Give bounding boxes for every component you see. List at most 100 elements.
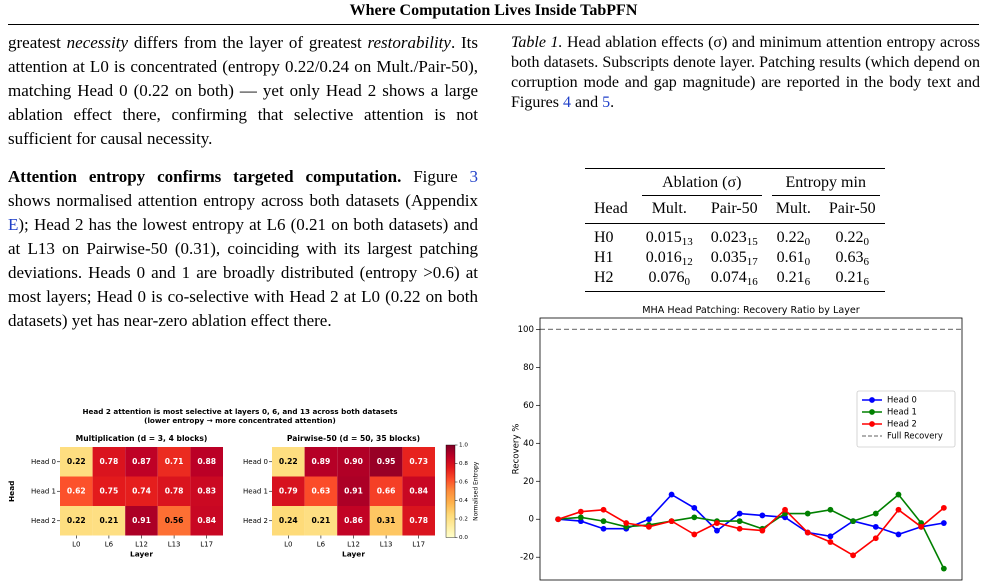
data-point <box>600 525 607 532</box>
figure-link[interactable]: 4 <box>563 94 571 111</box>
cell-layer: 13 <box>681 236 693 248</box>
data-point <box>714 527 720 534</box>
cell-label: 0.31 <box>377 516 396 525</box>
data-point <box>918 523 925 530</box>
appendix-link[interactable]: E <box>8 215 19 234</box>
data-point <box>940 520 947 526</box>
cell-label: 0.74 <box>132 486 151 495</box>
cell-value: 0.63 <box>835 249 864 266</box>
data-point <box>736 518 743 525</box>
table-row: H0 0.01513 0.02315 0.220 0.220 <box>585 224 885 249</box>
column-label: L0 <box>284 541 292 549</box>
heatmap-cell <box>369 506 403 536</box>
heatmap-cell <box>402 506 435 536</box>
legend-marker <box>869 421 875 427</box>
emphasis: necessity <box>66 33 129 52</box>
heatmap-cell <box>304 476 338 506</box>
heatmap-cell <box>60 447 93 477</box>
cell-layer: 17 <box>746 256 758 268</box>
data-point <box>895 506 902 513</box>
cell-layer: 6 <box>804 276 811 288</box>
heatmap-cell <box>157 476 191 506</box>
table-cell: 0.07416 <box>701 268 767 292</box>
series-line <box>558 493 944 538</box>
heatmap-cell <box>337 447 370 477</box>
cell-label: 0.78 <box>100 457 119 466</box>
heatmap-cell <box>402 476 435 506</box>
running-title: Where Computation Lives Inside TabPFN <box>349 2 638 19</box>
text: differs from the layer of greatest <box>128 33 368 52</box>
series-line <box>558 493 945 569</box>
cell-value: 0.076 <box>648 269 685 286</box>
cell-label: 0.79 <box>279 486 298 495</box>
data-point <box>691 514 698 521</box>
paragraph: Attention entropy confirms targeted comp… <box>8 165 478 333</box>
cell-layer: 12 <box>681 256 693 268</box>
series-line <box>557 507 945 557</box>
column-label: L12 <box>347 541 360 549</box>
heatmap-cell <box>157 506 191 536</box>
column-label: L13 <box>168 541 181 549</box>
colorbar-tick-label: 0.0 <box>459 535 468 541</box>
cell-value: 0.61 <box>776 249 805 266</box>
column-label: L17 <box>200 541 213 549</box>
y-axis-label: Recovery % <box>512 424 522 475</box>
column-header: Mult. <box>766 196 820 224</box>
emphasis: restorability <box>367 33 451 52</box>
header-rule <box>8 24 979 25</box>
heatmap-cell <box>272 447 305 477</box>
text: greatest <box>8 33 67 52</box>
cell-layer: 0 <box>804 236 811 248</box>
panel-title: Multiplication (d = 3, 4 blocks) <box>76 434 208 443</box>
heatmap-cell <box>60 476 93 506</box>
heatmap-cell <box>402 447 435 477</box>
table-cell: 0.01612 <box>637 248 702 268</box>
text: . Its attention at L0 is concentrated (e… <box>8 33 479 148</box>
figure-link[interactable]: 5 <box>602 94 611 111</box>
column-label: L12 <box>135 541 148 549</box>
table-row: H2 0.0760 0.07416 0.216 0.216 <box>585 268 885 292</box>
colorbar-tick-label: 1.0 <box>459 443 468 449</box>
data-point <box>691 531 698 538</box>
row-label: Head 0 <box>243 458 268 466</box>
figure-title: Head 2 attention is most selective at la… <box>83 407 398 416</box>
cell-label: 0.71 <box>165 457 184 466</box>
plot-frame <box>539 317 963 581</box>
table-cell: 0.220 <box>820 224 885 249</box>
heatmap-cell <box>190 476 223 506</box>
data-point <box>646 523 652 530</box>
data-point <box>850 552 856 559</box>
legend-label: Head 2 <box>887 419 917 429</box>
text: ); Head 2 has the lowest entropy at L6 (… <box>8 215 478 330</box>
data-point <box>623 520 630 526</box>
group-header: Entropy min <box>766 168 885 196</box>
data-point <box>736 510 743 517</box>
data-point <box>895 531 902 538</box>
cell-layer: 16 <box>746 276 758 288</box>
heatmap-cell <box>92 476 126 506</box>
column-header: Pair-50 <box>701 196 767 224</box>
table-cell: 0.03517 <box>702 248 767 268</box>
column-label: L6 <box>317 541 326 549</box>
cell-label: 0.91 <box>132 516 151 525</box>
cell-layer: 0 <box>804 256 811 268</box>
colorbar-tick-label: 0.2 <box>459 517 468 523</box>
data-point <box>872 535 879 542</box>
heatmap-cell <box>125 447 158 477</box>
figure-link[interactable]: 3 <box>469 167 479 186</box>
heatmap-cell <box>272 476 305 506</box>
column-header-row: Head Mult. Pair-50 Mult. Pair-50 <box>585 196 885 224</box>
cell-label: 0.89 <box>312 457 331 466</box>
heatmap-cell <box>190 447 223 477</box>
legend-label: Head 1 <box>887 407 917 417</box>
data-point <box>759 527 766 534</box>
cell-label: 0.24 <box>279 516 298 525</box>
table-cell: 0.610 <box>767 248 820 268</box>
data-point <box>600 518 607 525</box>
y-tick-label: 100 <box>518 325 534 335</box>
data-point <box>895 491 902 498</box>
row-label: Head 1 <box>31 487 56 495</box>
text: . <box>610 94 615 111</box>
heatmap-cell <box>92 506 126 536</box>
results-table: Ablation (σ) Entropy min Head Mult. Pair-50… <box>585 168 885 292</box>
